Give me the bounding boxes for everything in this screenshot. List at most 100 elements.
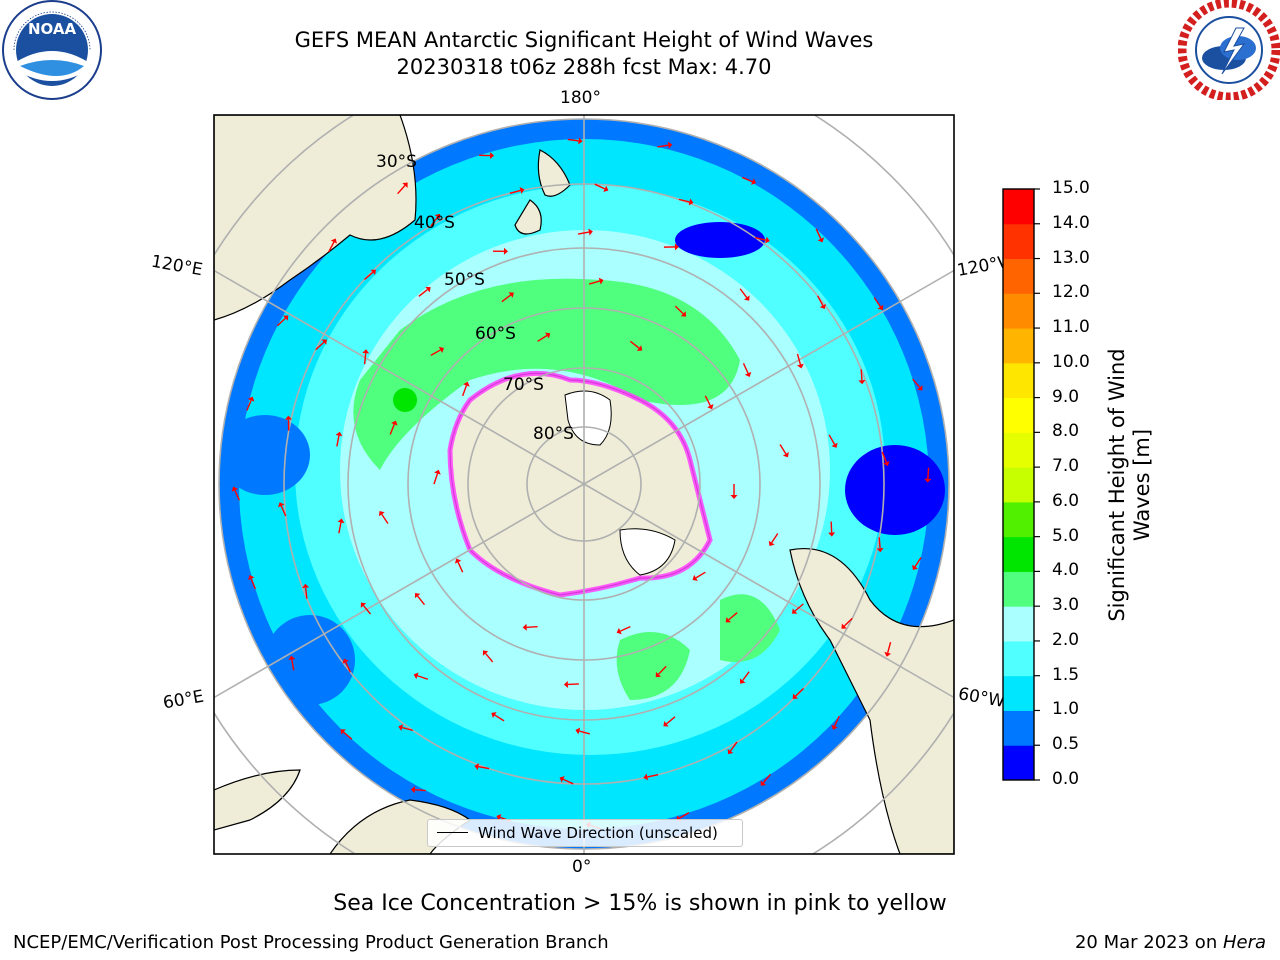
wind-arrow-head <box>792 693 798 699</box>
wind-arrow-shaft <box>881 451 887 463</box>
wind-arrow-head <box>370 269 376 276</box>
footer-date-text: 20 Mar 2023 on <box>1074 932 1223 953</box>
wind-arrow-shaft <box>362 605 372 615</box>
wind-arrow-shaft <box>666 716 676 725</box>
wind-arrow-head <box>402 182 408 188</box>
wind-arrow-head <box>768 540 775 546</box>
wind-arrow-shaft <box>397 185 406 195</box>
wind-arrow-head <box>302 583 310 589</box>
lon-label-60e: 60°E <box>161 686 206 714</box>
footer-credit: NCEP/EMC/Verification Post Processing Pr… <box>13 932 609 953</box>
wind-arrow-shaft <box>796 353 802 365</box>
wind-arrow-shaft <box>620 626 631 632</box>
wind-arrow-head <box>655 671 662 678</box>
colorbar <box>1002 188 1040 781</box>
wind-arrow-head <box>730 495 738 499</box>
wind-arrow-shaft <box>336 435 340 447</box>
wind-arrow-head <box>360 602 367 608</box>
wind-arrow-shaft <box>537 334 548 342</box>
wind-arrow-shaft <box>250 578 256 590</box>
wind-arrow-head <box>725 617 731 623</box>
lon-label-60w: 60°W <box>956 684 1007 712</box>
wind-arrow-shaft <box>679 812 690 819</box>
wind-arrow-head <box>496 814 502 821</box>
wind-arrow-head <box>434 213 441 220</box>
colorbar-segment <box>1003 189 1034 225</box>
colorbar-segment <box>1003 467 1034 503</box>
wind-arrow-shaft <box>430 216 439 227</box>
wind-arrow-head <box>744 371 752 378</box>
australia-landmass <box>214 115 417 321</box>
colorbar-segment <box>1003 362 1034 399</box>
wind-arrow-head <box>335 431 343 437</box>
wind-arrow-shaft <box>828 434 836 445</box>
wind-arrow-head <box>765 236 770 244</box>
colorbar-tick-label: 2.0 <box>1052 629 1080 650</box>
wind-arrow-head <box>490 152 495 160</box>
colorbar-tick-label: 0.0 <box>1052 769 1080 789</box>
wind-arrow-shaft <box>343 731 353 740</box>
colorbar-segment <box>1003 397 1034 433</box>
wind-arrow-shaft <box>291 659 295 671</box>
noaa-logo-text: NOAA <box>28 20 77 38</box>
wind-arrow-shaft <box>815 228 822 240</box>
footer-host: Hera <box>1222 932 1266 953</box>
wind-arrow-head <box>727 748 734 755</box>
wind-arrow-shaft <box>509 189 521 194</box>
colorbar-segment <box>1003 501 1034 538</box>
wind-arrow-head <box>912 564 919 571</box>
wind-arrow-head <box>917 385 923 391</box>
wind-arrow-shaft <box>461 385 468 397</box>
colorbar-tick-label: 8.0 <box>1052 421 1080 442</box>
nws-logo <box>1178 0 1280 100</box>
wind-arrow-head <box>877 304 884 311</box>
wind-arrow-shaft <box>567 138 579 142</box>
wind-arrow-shaft <box>914 557 922 568</box>
wind-arrow-head <box>598 277 604 285</box>
wind-arrow-shaft <box>674 305 684 315</box>
wind-arrow-head <box>575 727 581 735</box>
wind-arrow-head <box>884 651 892 657</box>
wind-arrow-head <box>643 773 649 781</box>
wind-arrow-head <box>425 286 431 293</box>
wind-arrow-head <box>817 237 824 243</box>
wind-arrow-head <box>463 381 470 387</box>
lat-label-60s: 60°S <box>475 324 516 344</box>
wind-arrow-shaft <box>779 444 787 455</box>
wind-arrow-head <box>503 247 508 255</box>
wind-arrow-head <box>362 349 370 354</box>
wind-arrow-head <box>692 574 698 581</box>
graticule <box>214 115 954 854</box>
wind-arrow-shaft <box>433 473 439 485</box>
wind-arrow-shaft <box>657 665 667 675</box>
wind-arrow-head <box>674 243 679 251</box>
colorbar-segment <box>1003 258 1034 294</box>
wind-arrow-head <box>739 678 746 684</box>
colorbar-segment <box>1003 571 1034 607</box>
wind-arrow-field <box>231 137 932 830</box>
wind-arrow-head <box>414 592 421 599</box>
wind-arrow-head <box>342 658 349 664</box>
wind-arrow-shaft <box>878 537 881 549</box>
wind-arrow-shaft <box>695 571 706 579</box>
colorbar-segment <box>1003 293 1034 329</box>
colorbar-title: Significant Height of Wind Waves [m] <box>1105 348 1154 622</box>
wind-arrow-shaft <box>418 289 428 297</box>
wind-arrow-head <box>508 292 514 298</box>
wind-arrow-shaft <box>794 603 804 612</box>
wind-arrow-shaft <box>417 595 426 606</box>
wind-arrow-shaft <box>276 317 286 327</box>
wind-arrow-head <box>831 442 838 448</box>
wind-arrow-shaft <box>414 788 426 792</box>
wind-arrow-head <box>876 548 884 553</box>
chart-title: GEFS MEAN Antarctic Significant Height o… <box>294 28 874 52</box>
wind-arrow-head <box>391 420 398 426</box>
wind-arrow-shaft <box>657 144 669 148</box>
wind-arrow-head <box>858 380 866 385</box>
wind-arrow-head <box>791 608 798 614</box>
colorbar-tick-label: 13.0 <box>1052 247 1090 268</box>
wind-arrow-shaft <box>912 378 921 388</box>
lat-label-80s: 80°S <box>533 424 574 444</box>
wind-arrow-head <box>247 575 255 581</box>
lat-label-70s: 70°S <box>503 375 544 395</box>
